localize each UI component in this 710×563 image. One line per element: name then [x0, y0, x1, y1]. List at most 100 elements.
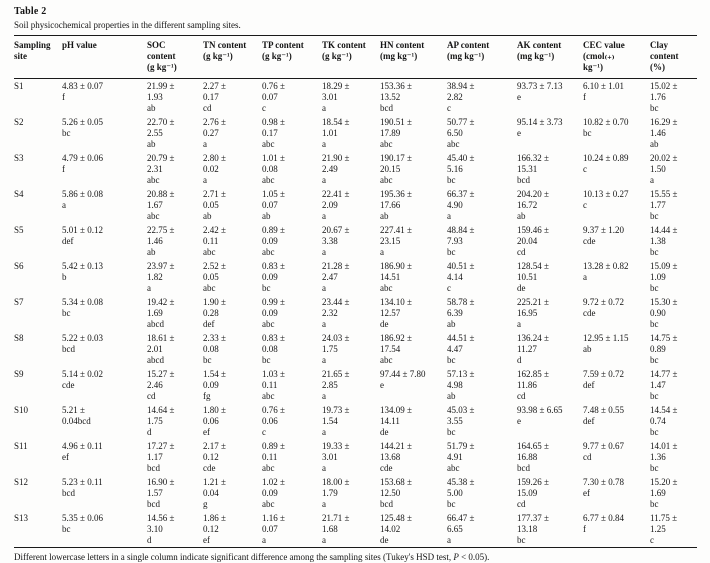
table-cell: 44.51 ± 4.47 bc	[447, 333, 475, 365]
table-cell: 15.09 ± 1.09 bc	[650, 261, 678, 293]
table-cell: 14.77 ± 1.47 bc	[650, 369, 678, 401]
table-cell: 50.77 ± 6.50 abc	[447, 117, 475, 149]
table-cell: 19.42 ± 1.69 abcd	[147, 297, 175, 329]
header-cell: TK content (g kg⁻¹)	[322, 35, 380, 79]
table-cell: 9.77 ± 0.67 cd	[583, 441, 624, 462]
site-label: S5	[14, 225, 24, 235]
table-cell: 1.05 ± 0.07 ab	[262, 189, 285, 221]
table-cell: 1.02 ± 0.09 abc	[262, 477, 285, 509]
table-cell: 0.99 ± 0.09 abc	[262, 297, 285, 329]
table-cell: 0.76 ± 0.06 c	[262, 405, 285, 437]
table-cell: 1.21 ± 0.04 g	[203, 477, 226, 509]
table-cell: 162.85 ± 11.86 cd	[517, 369, 549, 401]
table-cell: 12.95 ± 1.15 ab	[583, 333, 629, 354]
table-cell: 15.02 ± 1.76 bc	[650, 81, 678, 113]
table-footnote: Different lowercase letters in a single …	[14, 552, 697, 563]
table-cell: 9.72 ± 0.72 cde	[583, 297, 624, 318]
table-cell: 18.00 ± 1.79 a	[322, 477, 350, 509]
table-cell: 1.86 ± 0.12 ef	[203, 513, 226, 545]
table-cell: 2.52 ± 0.05 abc	[203, 261, 226, 293]
table-cell: 20.79 ± 2.31 abc	[147, 153, 175, 185]
table-row: S10 5.21 ± 0.04bcd 14.64 ± 1.75 d 1.80 ± 0.…	[14, 403, 697, 439]
table-cell: 5.14 ± 0.02 cde	[62, 369, 103, 390]
table-cell: 66.37 ± 4.90 a	[447, 189, 475, 221]
table-row: S5 5.01 ± 0.12 def 22.75 ± 1.46 ab 2.42 ± 0…	[14, 223, 697, 259]
table-cell: 7.30 ± 0.78 ef	[583, 477, 624, 498]
table-cell: 159.46 ± 20.04 cd	[517, 225, 549, 257]
table-cell: 125.48 ± 14.02 de	[380, 513, 412, 545]
table-cell: 20.02 ± 1.50 a	[650, 153, 678, 185]
table-cell: 0.76 ± 0.07 c	[262, 81, 285, 113]
table-row: S4 5.86 ± 0.08 a 20.88 ± 1.67 abc 2.71 ± 0.…	[14, 187, 697, 223]
table-cell: 0.89 ± 0.09 abc	[262, 225, 285, 257]
table-cell: 15.27 ± 2.46 cd	[147, 369, 175, 401]
table-cell: 159.26 ± 15.09 cd	[517, 477, 549, 509]
table-cell: 20.67 ± 3.38 a	[322, 225, 350, 257]
table-cell: 2.17 ± 0.12 cde	[203, 441, 226, 473]
table-row: S8 5.22 ± 0.03 bcd 18.61 ± 2.01 abcd 2.33 ±…	[14, 331, 697, 367]
site-label: S10	[14, 405, 29, 415]
table-row: S11 4.96 ± 0.11 ef 17.27 ± 1.17 bcd 2.17 ± …	[14, 439, 697, 475]
table-cell: 5.86 ± 0.08 a	[62, 189, 103, 210]
table-cell: 14.64 ± 1.75 d	[147, 405, 175, 437]
table-cell: 14.44 ± 1.38 bc	[650, 225, 678, 257]
table-cell: 164.65 ± 16.88 bcd	[517, 441, 549, 473]
table-cell: 153.36 ± 13.52 bcd	[380, 81, 412, 113]
table-cell: 5.22 ± 0.03 bcd	[62, 333, 103, 354]
table-cell: 22.75 ± 1.46 ab	[147, 225, 175, 257]
table-cell: 2.27 ± 0.17 cd	[203, 81, 226, 113]
table-cell: 40.51 ± 4.14 c	[447, 261, 475, 293]
soil-properties-table: Sampling site pH value SOC content (g kg⁻¹…	[14, 35, 697, 548]
header-cell: SOC content (g kg⁻¹)	[147, 35, 203, 79]
table-cell: 19.33 ± 3.01 a	[322, 441, 350, 473]
table-body: S1 4.83 ± 0.07 f 21.99 ± 1.93 ab 2.27 ± 0.1…	[14, 79, 697, 548]
table-cell: 21.65 ± 2.85 a	[322, 369, 350, 401]
table-cell: 186.92 ± 17.54 abc	[380, 333, 412, 365]
table-cell: 23.97 ± 1.82 a	[147, 261, 175, 293]
table-cell: 1.16 ± 0.07 a	[262, 513, 285, 545]
table-cell: 22.41 ± 2.09 a	[322, 189, 350, 221]
table-cell: 15.20 ± 1.69 bc	[650, 477, 678, 509]
table-cell: 10.13 ± 0.27 c	[583, 189, 629, 210]
table-cell: 15.30 ± 0.90 bc	[650, 297, 678, 329]
header-cell: TP content (g kg⁻¹)	[262, 35, 322, 79]
table-row: S9 5.14 ± 0.02 cde 15.27 ± 2.46 cd 1.54 ± 0…	[14, 367, 697, 403]
table-cell: 95.14 ± 3.73 e	[517, 117, 563, 138]
table-row: S7 5.34 ± 0.08 bc 19.42 ± 1.69 abcd 1.90 ± …	[14, 295, 697, 331]
table-cell: 13.28 ± 0.82 a	[583, 261, 629, 282]
table-cell: 0.83 ± 0.08 bc	[262, 333, 285, 365]
table-header: Sampling site pH value SOC content (g kg⁻¹…	[14, 35, 697, 79]
table-cell: 1.90 ± 0.28 def	[203, 297, 226, 329]
table-cell: 2.71 ± 0.05 ab	[203, 189, 226, 221]
table-title: Table 2	[14, 6, 47, 17]
table-cell: 1.03 ± 0.11 abc	[262, 369, 285, 401]
table-cell: 14.75 ± 0.89 bc	[650, 333, 678, 365]
table-cell: 14.01 ± 1.36 bc	[650, 441, 678, 473]
table-cell: 97.44 ± 7.80 e	[380, 369, 426, 390]
table-cell: 1.01 ± 0.08 abc	[262, 153, 285, 185]
table-cell: 227.41 ± 23.15 a	[380, 225, 412, 257]
table-cell: 38.94 ± 2.82 c	[447, 81, 475, 113]
table-cell: 0.83 ± 0.09 bc	[262, 261, 285, 293]
table-cell: 186.90 ± 14.51 abc	[380, 261, 412, 293]
site-label: S9	[14, 369, 24, 379]
table-cell: 21.28 ± 2.47 a	[322, 261, 350, 293]
header-cell: TN content (g kg⁻¹)	[203, 35, 262, 79]
table-cell: 2.33 ± 0.08 bc	[203, 333, 226, 365]
table-cell: 177.37 ± 13.18 bc	[517, 513, 549, 545]
table-cell: 5.42 ± 0.13 b	[62, 261, 103, 282]
table-cell: 17.27 ± 1.17 bcd	[147, 441, 175, 473]
table-cell: 21.71 ± 1.68 a	[322, 513, 350, 545]
table-row: S12 5.23 ± 0.11 bcd 16.90 ± 1.57 bcd 1.21 ±…	[14, 475, 697, 511]
table-cell: 15.55 ± 1.77 bc	[650, 189, 678, 221]
site-label: S1	[14, 81, 24, 91]
table-cell: 5.01 ± 0.12 def	[62, 225, 103, 246]
site-label: S13	[14, 513, 29, 523]
table-cell: 2.76 ± 0.27 a	[203, 117, 226, 149]
footnote-text: Different lowercase letters in a single …	[14, 552, 454, 562]
table-cell: 1.80 ± 0.06 ef	[203, 405, 226, 437]
table-cell: 2.80 ± 0.02 a	[203, 153, 226, 185]
table-cell: 134.10 ± 12.57 de	[380, 297, 412, 329]
table-cell: 57.13 ± 4.98 ab	[447, 369, 475, 401]
